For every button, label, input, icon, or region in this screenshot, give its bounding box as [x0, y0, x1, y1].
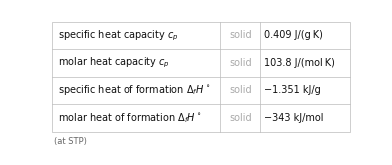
Text: (at STP): (at STP): [54, 136, 86, 146]
Text: −1.351 kJ/g: −1.351 kJ/g: [264, 85, 321, 95]
Text: molar heat of formation $\Delta_f H^\circ$: molar heat of formation $\Delta_f H^\cir…: [58, 111, 201, 125]
Bar: [52, 22, 350, 132]
Text: 0.409 J/(g K): 0.409 J/(g K): [264, 31, 323, 40]
Text: specific heat capacity $c_p$: specific heat capacity $c_p$: [58, 28, 178, 43]
Text: molar heat capacity $c_p$: molar heat capacity $c_p$: [58, 56, 169, 70]
Text: solid: solid: [229, 31, 252, 40]
Text: solid: solid: [229, 58, 252, 68]
Text: −343 kJ/mol: −343 kJ/mol: [264, 113, 323, 123]
Text: solid: solid: [229, 85, 252, 95]
Text: specific heat of formation $\Delta_f H^\circ$: specific heat of formation $\Delta_f H^\…: [58, 83, 210, 97]
Text: solid: solid: [229, 113, 252, 123]
Text: 103.8 J/(mol K): 103.8 J/(mol K): [264, 58, 335, 68]
